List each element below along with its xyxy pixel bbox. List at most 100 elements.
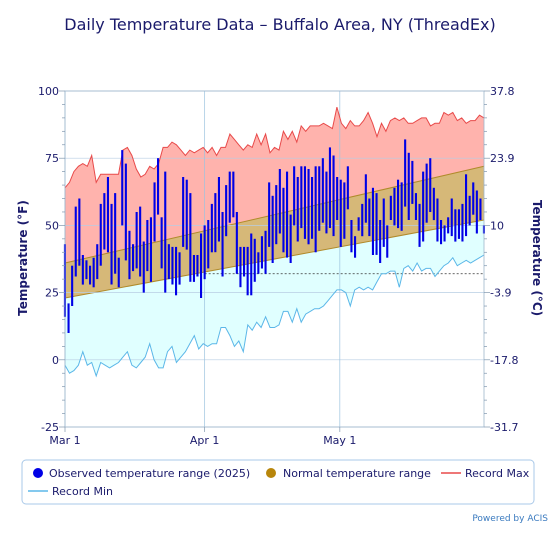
observed-bar[interactable] [96,244,99,280]
observed-bar[interactable] [472,182,475,215]
observed-bar[interactable] [440,220,443,245]
observed-bar[interactable] [275,185,278,245]
observed-bar[interactable] [89,265,92,285]
legend-record-max-label[interactable]: Record Max [465,467,530,480]
observed-bar[interactable] [311,177,314,239]
observed-bar[interactable] [314,166,317,253]
observed-bar[interactable] [182,177,185,247]
observed-bar[interactable] [346,166,349,210]
observed-bar[interactable] [404,139,407,207]
observed-bar[interactable] [411,160,414,204]
observed-bar[interactable] [239,246,242,288]
observed-bar[interactable] [282,187,285,253]
observed-bar[interactable] [357,217,360,231]
observed-bar[interactable] [164,171,167,293]
observed-bar[interactable] [386,225,389,258]
observed-bar[interactable] [214,193,217,253]
observed-bar[interactable] [468,195,471,226]
observed-bar[interactable] [92,257,95,288]
observed-bar[interactable] [321,158,324,223]
observed-bar[interactable] [203,225,206,280]
observed-bar[interactable] [450,198,453,237]
observed-bar[interactable] [235,212,238,274]
observed-bar[interactable] [124,163,127,261]
observed-bar[interactable] [407,152,410,220]
observed-bar[interactable] [432,187,435,221]
observed-bar[interactable] [192,255,195,282]
observed-bar[interactable] [422,171,425,242]
observed-bar[interactable] [200,233,203,299]
observed-bar[interactable] [139,206,142,277]
legend-normal-marker[interactable] [266,468,276,478]
observed-bar[interactable] [178,252,181,285]
observed-bar[interactable] [371,187,374,255]
observed-bar[interactable] [293,166,296,226]
observed-bar[interactable] [465,174,468,237]
observed-bar[interactable] [142,241,145,293]
observed-bar[interactable] [157,158,160,215]
observed-bar[interactable] [389,195,392,220]
observed-bar[interactable] [260,236,263,269]
observed-bar[interactable] [354,236,357,258]
observed-bar[interactable] [106,177,109,253]
observed-bar[interactable] [414,193,417,220]
observed-bar[interactable] [210,203,213,253]
observed-bar[interactable] [271,195,274,263]
observed-bar[interactable] [289,214,292,263]
observed-bar[interactable] [400,182,403,231]
observed-bar[interactable] [278,169,281,234]
observed-bar[interactable] [303,166,306,239]
observed-bar[interactable] [257,252,260,274]
observed-bar[interactable] [361,203,364,237]
observed-bar[interactable] [318,166,321,231]
observed-bar[interactable] [189,193,192,282]
observed-bar[interactable] [339,179,342,247]
legend-observed-marker[interactable] [33,468,43,478]
observed-bar[interactable] [300,166,303,229]
observed-bar[interactable] [74,206,77,277]
observed-bar[interactable] [160,217,163,269]
observed-bar[interactable] [250,233,253,296]
observed-bar[interactable] [135,212,138,269]
observed-bar[interactable] [332,155,335,237]
observed-bar[interactable] [268,182,271,247]
observed-bar[interactable] [81,255,84,285]
observed-bar[interactable] [368,198,371,237]
observed-bar[interactable] [128,230,131,280]
observed-bar[interactable] [307,169,310,245]
observed-bar[interactable] [221,212,224,277]
observed-bar[interactable] [246,246,249,296]
observed-bar[interactable] [375,193,378,255]
observed-bar[interactable] [85,260,88,280]
observed-bar[interactable] [475,190,478,234]
observed-bar[interactable] [228,171,231,223]
observed-bar[interactable] [103,193,106,250]
observed-bar[interactable] [343,182,346,239]
observed-bar[interactable] [153,182,156,242]
observed-bar[interactable] [71,265,74,306]
observed-bar[interactable] [243,246,246,277]
observed-bar[interactable] [114,193,117,274]
legend-normal-label[interactable]: Normal temperature range [283,467,431,480]
observed-bar[interactable] [479,198,482,221]
observed-bar[interactable] [149,217,152,282]
observed-bar[interactable] [436,198,439,242]
observed-bar[interactable] [253,238,256,282]
legend-record-min-label[interactable]: Record Min [52,485,113,498]
observed-bar[interactable] [382,198,385,247]
credit-link[interactable]: Powered by ACIS [472,514,548,524]
observed-bar[interactable] [425,163,428,223]
observed-bar[interactable] [217,177,220,242]
observed-bar[interactable] [418,203,421,247]
observed-bar[interactable] [336,177,339,220]
observed-bar[interactable] [443,225,446,242]
observed-bar[interactable] [350,220,353,253]
observed-bar[interactable] [121,150,124,226]
observed-bar[interactable] [175,246,178,296]
observed-bar[interactable] [328,147,331,228]
observed-bar[interactable] [117,257,120,288]
observed-bar[interactable] [196,255,199,277]
legend-observed-label[interactable]: Observed temperature range (2025) [49,467,250,480]
observed-bar[interactable] [325,171,328,234]
observed-bar[interactable] [110,203,113,285]
